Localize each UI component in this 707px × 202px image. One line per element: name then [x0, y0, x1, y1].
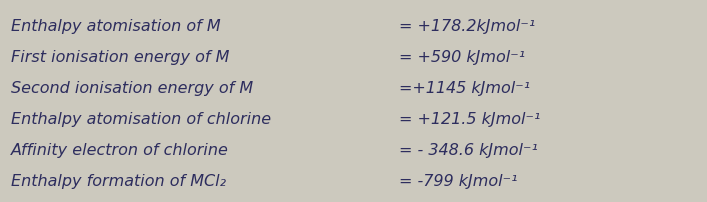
Text: Enthalpy atomisation of chlorine: Enthalpy atomisation of chlorine: [11, 112, 271, 127]
Text: = +590 kJmol⁻¹: = +590 kJmol⁻¹: [399, 50, 525, 65]
Text: =+1145 kJmol⁻¹: =+1145 kJmol⁻¹: [399, 81, 530, 96]
Text: Affinity electron of chlorine: Affinity electron of chlorine: [11, 143, 228, 158]
Text: = +121.5 kJmol⁻¹: = +121.5 kJmol⁻¹: [399, 112, 541, 127]
Text: Second ionisation energy of M: Second ionisation energy of M: [11, 81, 252, 96]
Text: = - 348.6 kJmol⁻¹: = - 348.6 kJmol⁻¹: [399, 143, 538, 158]
Text: Enthalpy atomisation of M: Enthalpy atomisation of M: [11, 19, 220, 34]
Text: = -799 kJmol⁻¹: = -799 kJmol⁻¹: [399, 174, 518, 189]
Text: First ionisation energy of M: First ionisation energy of M: [11, 50, 229, 65]
Text: = +178.2kJmol⁻¹: = +178.2kJmol⁻¹: [399, 19, 536, 34]
Text: Enthalpy formation of MCl₂: Enthalpy formation of MCl₂: [11, 174, 226, 189]
